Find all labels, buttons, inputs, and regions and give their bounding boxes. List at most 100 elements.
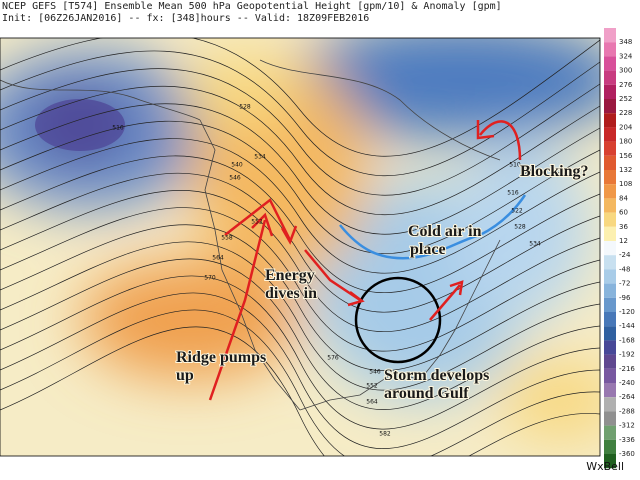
contour — [0, 190, 600, 333]
colorbar-swatch — [604, 141, 616, 156]
colorbar-label: 228 — [619, 109, 632, 117]
contour-label: 528 — [514, 224, 526, 231]
colorbar-label: -24 — [619, 251, 631, 259]
colorbar-label: 36 — [619, 223, 628, 231]
contour-label: 546 — [229, 175, 241, 182]
colorbar-swatch — [604, 184, 616, 199]
contour-label: 516 — [112, 125, 124, 132]
colorbar-swatch — [604, 397, 616, 412]
contour — [0, 292, 600, 449]
contour-label: 576 — [327, 355, 339, 362]
header-line: NCEP GEFS [T574] Ensemble Mean 500 hPa G… — [2, 1, 502, 12]
colorbar-swatch — [604, 212, 616, 227]
colorbar-swatch — [604, 297, 616, 312]
colorbar-swatch — [604, 269, 616, 284]
colorbar-swatch — [604, 383, 616, 398]
colorbar-swatch — [604, 70, 616, 85]
colorbar-label: -96 — [619, 294, 631, 302]
colorbar-swatch — [604, 56, 616, 71]
colorbar-swatch — [604, 354, 616, 369]
contour — [0, 172, 600, 313]
colorbar-label: -168 — [619, 336, 635, 344]
colorbar-label: 12 — [619, 237, 628, 245]
colorbar-swatch — [604, 340, 616, 355]
contour — [0, 207, 600, 352]
annotation: Cold air in — [408, 223, 482, 240]
contour-label: 582 — [379, 431, 391, 438]
contour — [0, 241, 600, 391]
annotation: Blocking? — [520, 163, 588, 180]
contour — [0, 155, 600, 294]
logo: WxBell — [586, 460, 624, 473]
annotation: Ridge pumps — [176, 349, 266, 366]
colorbar-label: -288 — [619, 407, 635, 415]
contour-label: 534 — [254, 154, 266, 161]
colorbar: 348 324 300 276 252 228 204 180 156 132 108 84 60 36 1… — [604, 28, 635, 469]
contour-label: 552 — [251, 219, 263, 226]
contour-label: 546 — [369, 369, 381, 376]
contour-label: 558 — [221, 235, 233, 242]
colorbar-label: -48 — [619, 265, 630, 273]
contour-label: 552 — [366, 383, 378, 390]
colorbar-swatch — [604, 312, 616, 327]
colorbar-swatch — [604, 283, 616, 298]
colorbar-swatch — [604, 198, 616, 213]
colorbar-label: -216 — [619, 365, 635, 373]
colorbar-label: -360 — [619, 450, 635, 458]
contour — [0, 275, 600, 430]
colorbar-swatch — [604, 226, 616, 241]
colorbar-label: 252 — [619, 95, 632, 103]
annotation: around Gulf — [384, 385, 469, 402]
colorbar-label: 108 — [619, 180, 632, 188]
colorbar-label: 60 — [619, 209, 628, 217]
contour-label: 564 — [212, 255, 224, 262]
colorbar-label: -240 — [619, 379, 635, 387]
annotation: Energy — [265, 267, 315, 284]
colorbar-swatch — [604, 326, 616, 341]
colorbar-swatch — [604, 411, 616, 426]
colorbar-label: 204 — [619, 123, 633, 131]
colorbar-swatch — [604, 241, 616, 256]
colorbar-swatch — [604, 28, 616, 43]
colorbar-swatch — [604, 42, 616, 57]
colorbar-label: -312 — [619, 422, 635, 430]
annotation: Storm develops — [384, 367, 489, 384]
contour — [0, 120, 600, 255]
colorbar-label: 348 — [619, 38, 632, 46]
contour — [0, 309, 600, 456]
colorbar-label: 300 — [619, 67, 632, 75]
colorbar-label: 132 — [619, 166, 632, 174]
contour-label: 528 — [239, 104, 251, 111]
colorbar-swatch — [604, 255, 616, 270]
colorbar-label: 276 — [619, 81, 633, 89]
cold-air-lines — [339, 194, 527, 260]
arrows — [208, 120, 522, 401]
map-field — [0, 38, 600, 456]
colorbar-swatch — [604, 425, 616, 440]
contour-label: 570 — [204, 275, 216, 282]
colorbar-label: -144 — [619, 322, 635, 330]
contour — [0, 50, 600, 177]
colorbar-label: 180 — [619, 138, 632, 146]
annotation: dives in — [265, 285, 317, 302]
contour-label: 540 — [231, 162, 243, 169]
annotation: up — [176, 367, 194, 384]
colorbar-swatch — [604, 170, 616, 185]
colorbar-swatch — [604, 113, 616, 128]
colorbar-swatch — [604, 99, 616, 114]
colorbar-swatch — [604, 127, 616, 142]
colorbar-label: 84 — [619, 194, 628, 202]
colorbar-label: -192 — [619, 351, 635, 359]
contour — [0, 138, 600, 274]
contour — [0, 326, 600, 456]
contour-label: 522 — [511, 208, 523, 215]
coastlines — [0, 59, 501, 411]
contour-label: 516 — [507, 190, 519, 197]
contour — [0, 68, 600, 196]
contour — [0, 103, 600, 235]
contour — [0, 38, 600, 157]
contour-label: 510 — [509, 162, 521, 169]
colorbar-swatch — [604, 368, 616, 383]
